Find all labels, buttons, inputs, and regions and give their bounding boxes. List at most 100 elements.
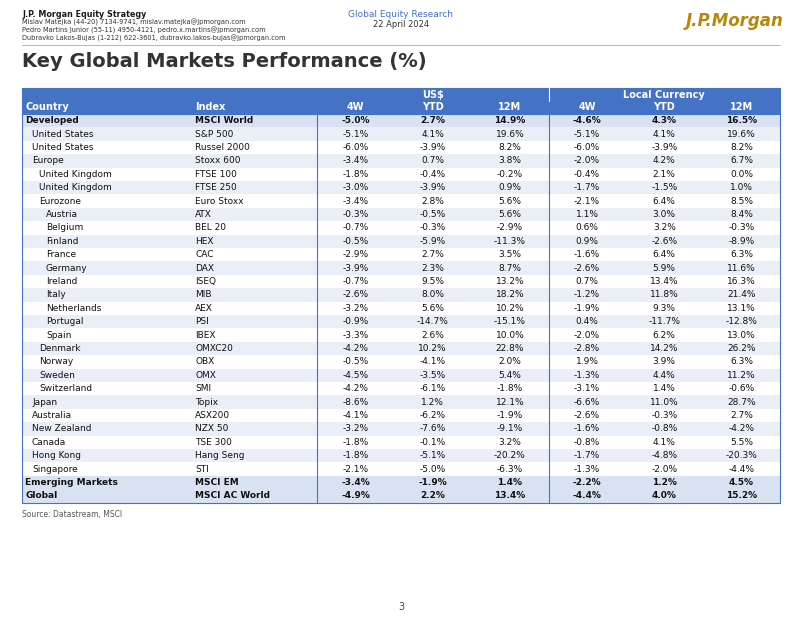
Text: HEX: HEX (195, 237, 213, 246)
Text: Portugal: Portugal (46, 317, 83, 326)
Text: -4.4%: -4.4% (728, 464, 755, 474)
Text: ASX200: ASX200 (195, 411, 230, 420)
Text: 4.4%: 4.4% (653, 371, 675, 380)
Text: 8.2%: 8.2% (730, 143, 753, 152)
Text: -14.7%: -14.7% (417, 317, 448, 326)
Text: Italy: Italy (46, 290, 66, 299)
Text: Norway: Norway (39, 357, 73, 366)
Text: Singapore: Singapore (32, 464, 78, 474)
Bar (22, 88, 780, 503)
Text: -4.4%: -4.4% (573, 492, 602, 500)
Text: Spain: Spain (46, 330, 71, 340)
Text: PSI: PSI (195, 317, 209, 326)
Text: Global Equity Research: Global Equity Research (349, 10, 453, 19)
Text: -2.6%: -2.6% (342, 290, 369, 299)
Text: -1.6%: -1.6% (574, 425, 600, 433)
Text: 0.9%: 0.9% (498, 183, 521, 192)
Text: -3.9%: -3.9% (342, 264, 369, 273)
Bar (22, 195, 780, 208)
Bar (22, 127, 780, 141)
Bar (22, 369, 780, 382)
Bar (22, 208, 780, 221)
Text: -0.4%: -0.4% (574, 170, 600, 179)
Text: Russel 2000: Russel 2000 (195, 143, 250, 152)
Text: IBEX: IBEX (195, 330, 216, 340)
Text: Stoxx 600: Stoxx 600 (195, 156, 241, 166)
Text: -2.0%: -2.0% (574, 156, 600, 166)
Text: MIB: MIB (195, 290, 212, 299)
Text: 18.2%: 18.2% (496, 290, 525, 299)
Text: 9.5%: 9.5% (421, 277, 444, 286)
Text: 13.4%: 13.4% (650, 277, 678, 286)
Text: -1.9%: -1.9% (574, 304, 600, 313)
Bar (22, 234, 780, 248)
Text: 11.8%: 11.8% (650, 290, 678, 299)
Text: 2.6%: 2.6% (421, 330, 444, 340)
Text: Denmark: Denmark (39, 344, 80, 353)
Text: 0.4%: 0.4% (576, 317, 598, 326)
Text: -3.1%: -3.1% (574, 384, 600, 393)
Text: -1.9%: -1.9% (419, 478, 448, 487)
Text: MSCI AC World: MSCI AC World (195, 492, 270, 500)
Bar (22, 463, 780, 476)
Text: -4.2%: -4.2% (728, 425, 755, 433)
Text: -0.8%: -0.8% (651, 425, 678, 433)
Text: -3.9%: -3.9% (651, 143, 678, 152)
Text: 3.2%: 3.2% (499, 438, 521, 447)
Text: 13.0%: 13.0% (727, 330, 755, 340)
Text: 15.2%: 15.2% (726, 492, 757, 500)
Bar (22, 476, 780, 489)
Text: 4.0%: 4.0% (652, 492, 677, 500)
Text: Australia: Australia (32, 411, 72, 420)
Text: 22 April 2024: 22 April 2024 (373, 20, 429, 29)
Text: Japan: Japan (32, 397, 57, 407)
Text: -1.3%: -1.3% (574, 464, 600, 474)
Text: -0.1%: -0.1% (419, 438, 446, 447)
Text: MSCI EM: MSCI EM (195, 478, 239, 487)
Text: 6.4%: 6.4% (653, 250, 676, 259)
Text: Ireland: Ireland (46, 277, 77, 286)
Text: Mislav Matejka (44-20) 7134-9741, mislav.matejka@jpmorgan.com: Mislav Matejka (44-20) 7134-9741, mislav… (22, 19, 245, 26)
Bar (22, 88, 780, 101)
Text: -2.8%: -2.8% (574, 344, 600, 353)
Text: New Zealand: New Zealand (32, 425, 91, 433)
Text: Eurozone: Eurozone (39, 197, 81, 206)
Text: -15.1%: -15.1% (494, 317, 526, 326)
Text: 2.7%: 2.7% (421, 250, 444, 259)
Text: -1.8%: -1.8% (342, 438, 369, 447)
Text: -0.3%: -0.3% (651, 411, 678, 420)
Text: SMI: SMI (195, 384, 211, 393)
Text: Belgium: Belgium (46, 223, 83, 232)
Text: -6.6%: -6.6% (574, 397, 600, 407)
Text: 2.2%: 2.2% (420, 492, 445, 500)
Text: -6.3%: -6.3% (496, 464, 523, 474)
Text: 5.6%: 5.6% (421, 304, 444, 313)
Text: 6.3%: 6.3% (730, 357, 753, 366)
Text: -3.4%: -3.4% (341, 478, 370, 487)
Bar (22, 355, 780, 369)
Bar (22, 422, 780, 436)
Text: NZX 50: NZX 50 (195, 425, 229, 433)
Text: 3: 3 (398, 602, 404, 612)
Text: 1.1%: 1.1% (576, 210, 598, 219)
Text: -1.7%: -1.7% (574, 183, 600, 192)
Text: 8.5%: 8.5% (730, 197, 753, 206)
Text: 12M: 12M (730, 102, 753, 112)
Text: OBX: OBX (195, 357, 214, 366)
Text: -3.4%: -3.4% (342, 156, 369, 166)
Text: United Kingdom: United Kingdom (39, 183, 111, 192)
Text: 11.6%: 11.6% (727, 264, 755, 273)
Text: 2.1%: 2.1% (653, 170, 676, 179)
Text: United Kingdom: United Kingdom (39, 170, 111, 179)
Text: Topix: Topix (195, 397, 218, 407)
Text: 13.4%: 13.4% (494, 492, 525, 500)
Text: 8.2%: 8.2% (499, 143, 521, 152)
Bar (22, 114, 780, 127)
Text: 0.9%: 0.9% (576, 237, 598, 246)
Text: 16.3%: 16.3% (727, 277, 755, 286)
Text: -4.2%: -4.2% (342, 344, 369, 353)
Text: 3.9%: 3.9% (653, 357, 676, 366)
Text: 14.9%: 14.9% (494, 116, 525, 125)
Text: -1.6%: -1.6% (574, 250, 600, 259)
Text: 2.8%: 2.8% (421, 197, 444, 206)
